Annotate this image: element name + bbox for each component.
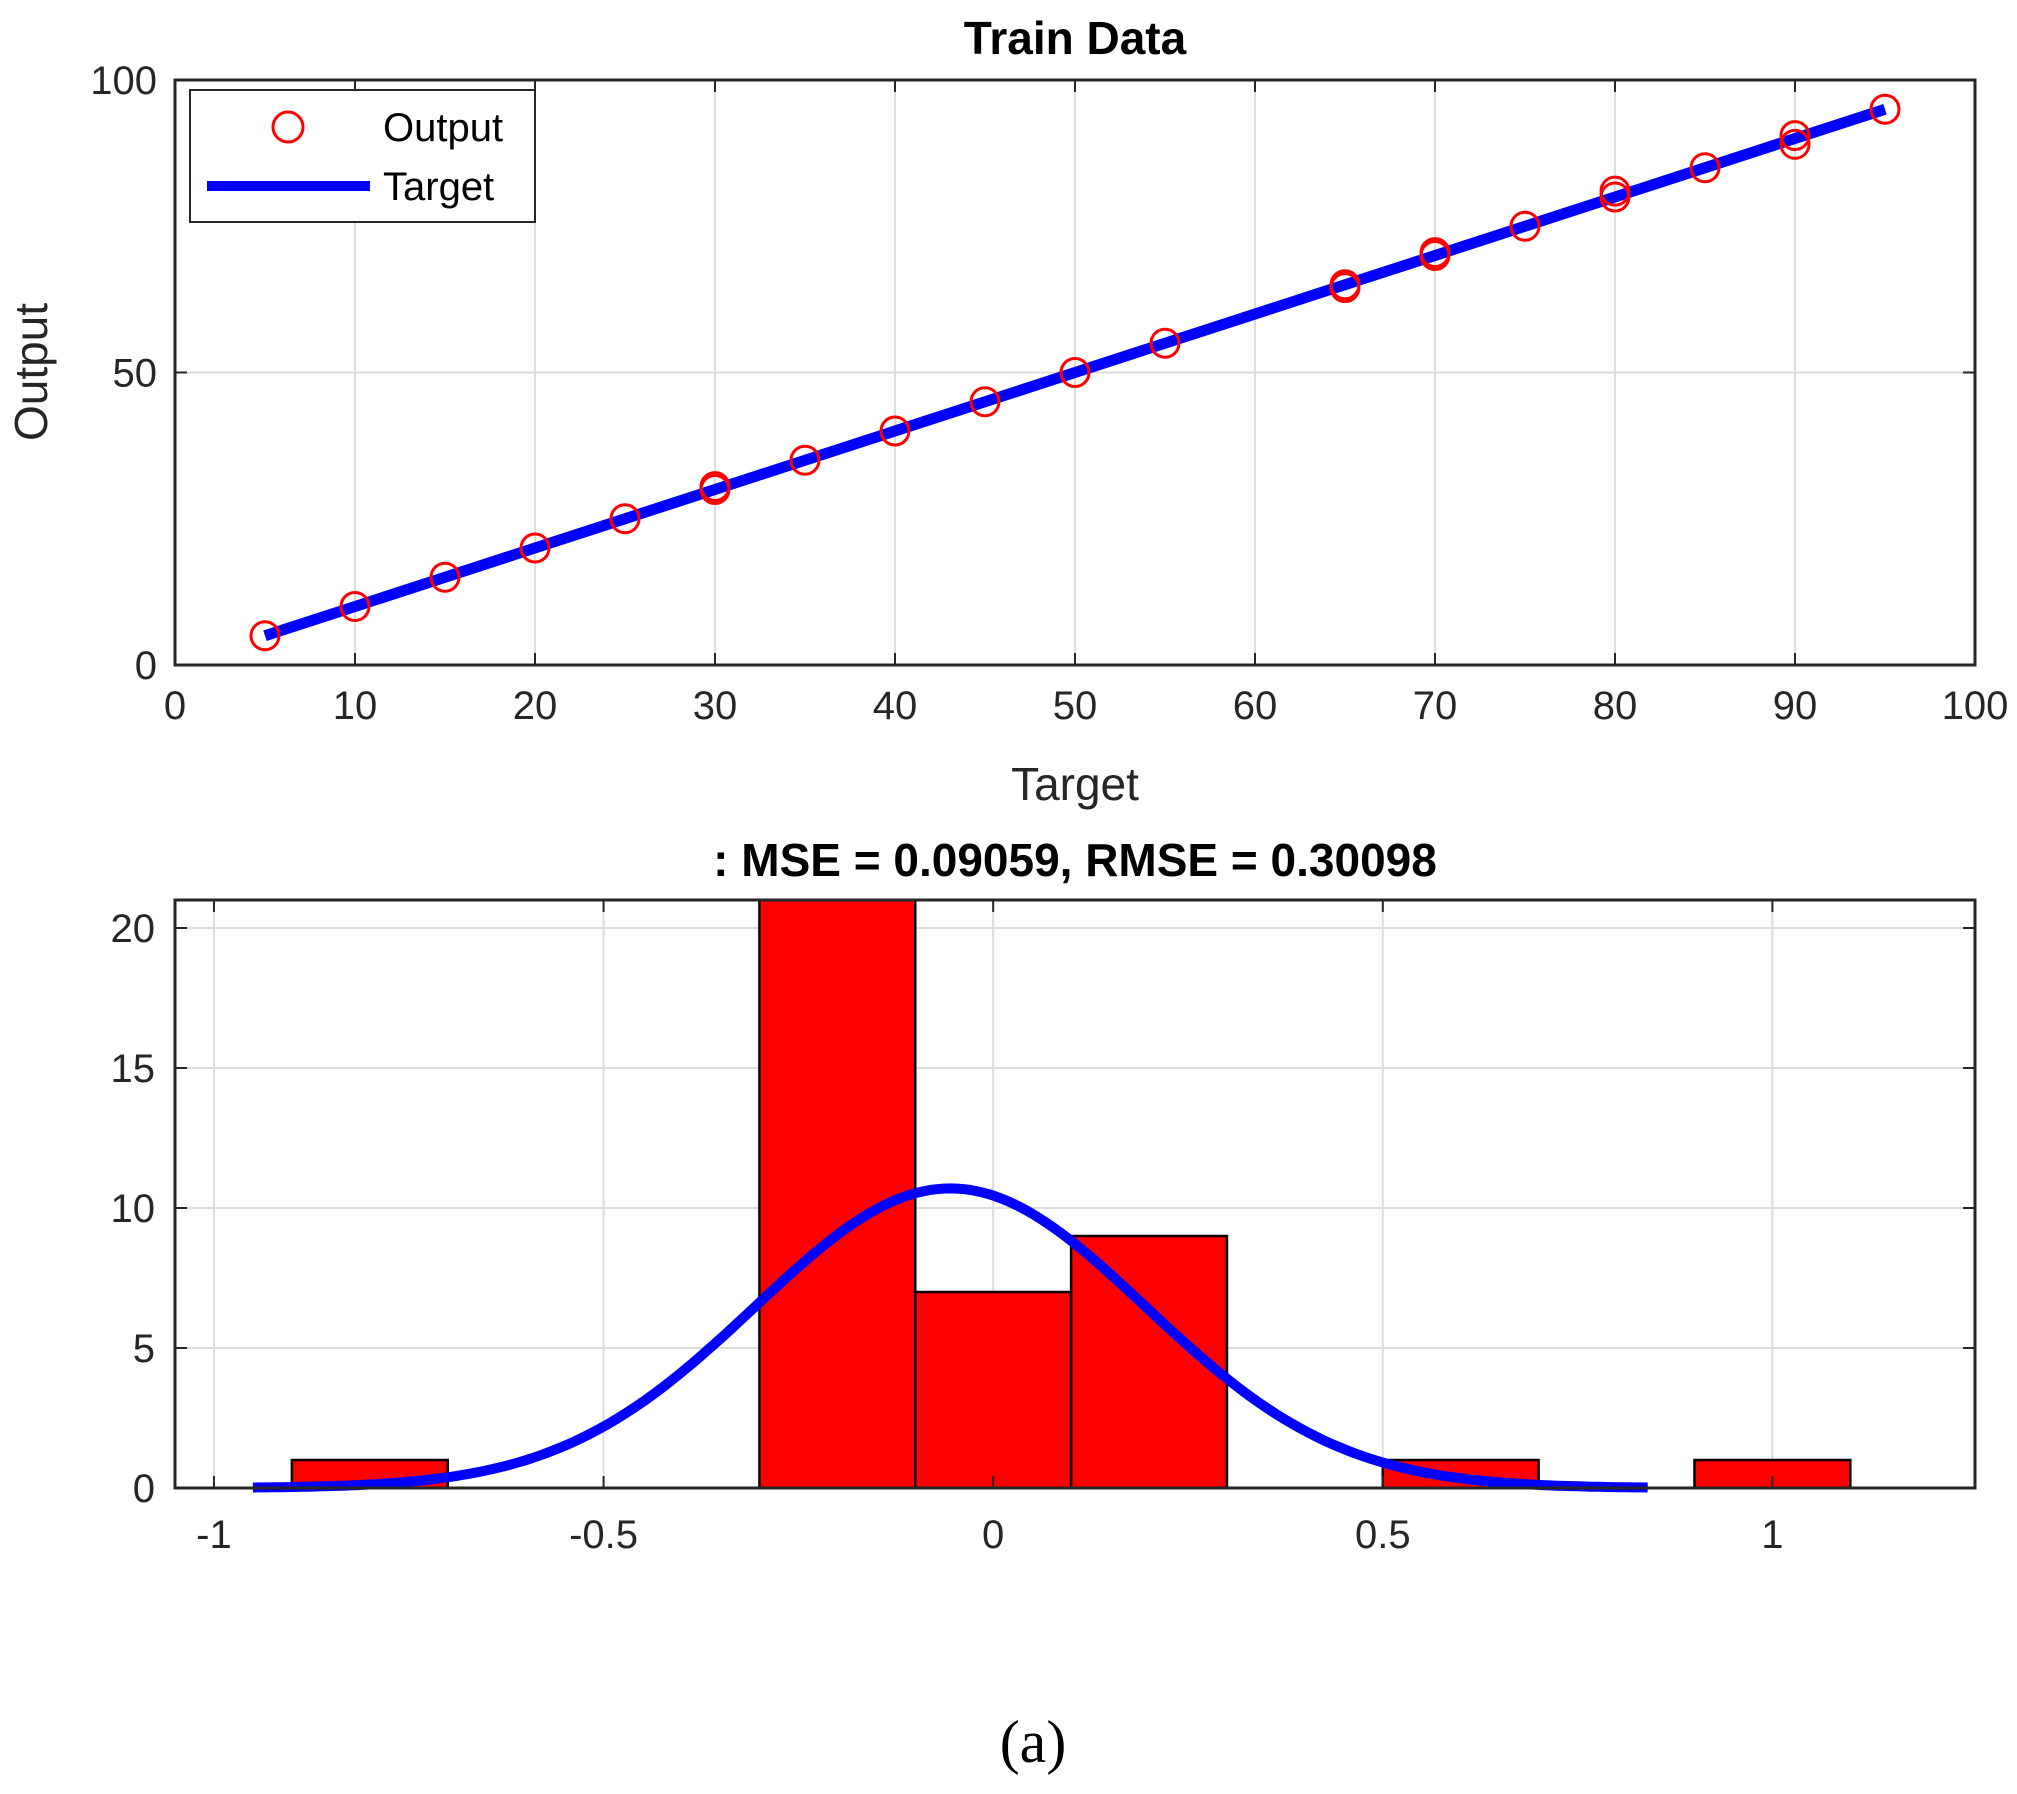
plot1-xtick-label: 20 (513, 684, 558, 728)
output-point (1149, 327, 1181, 359)
plot2-xtick-label: 0.5 (1355, 1513, 1411, 1557)
plot1-ytick-label: 100 (90, 59, 157, 103)
legend-label-target: Target (383, 165, 494, 209)
plot1-xtick-label: 90 (1773, 684, 1818, 728)
plot2-axes-box (173, 898, 1977, 1490)
plot1-xtick-label: 60 (1233, 684, 1278, 728)
plot1-xtick-label: 40 (873, 684, 918, 728)
plot1-xtick-label: 10 (333, 684, 378, 728)
plot1-ytick-label: 0 (135, 644, 157, 688)
output-point (429, 561, 461, 593)
output-point (1869, 93, 1901, 125)
legend-marker-output (271, 110, 305, 144)
output-point (609, 503, 641, 535)
output-point (1599, 175, 1631, 207)
plot1-xtick-label: 80 (1593, 684, 1638, 728)
plot1-xtick-label: 100 (1942, 684, 2009, 728)
plot2-ytick-label: 10 (111, 1187, 156, 1231)
plot2-ytick-label: 15 (111, 1047, 156, 1091)
output-point (789, 444, 821, 476)
output-point (879, 415, 911, 447)
output-point (1509, 210, 1541, 242)
legend-box (189, 89, 536, 223)
output-point (699, 471, 731, 503)
output-point (1059, 357, 1091, 388)
plot2-title: : MSE = 0.09059, RMSE = 0.30098 (713, 834, 1437, 886)
output-point (1329, 269, 1361, 301)
plot1-xtick-label: 30 (693, 684, 738, 728)
legend: Output Target (189, 89, 536, 223)
output-point (1779, 128, 1811, 160)
output-point (339, 591, 371, 622)
output-point (249, 620, 281, 652)
plot1-xtick-label: 70 (1413, 684, 1458, 728)
plot1-title: Train Data (964, 12, 1187, 64)
plot2-xtick-label: 0 (982, 1513, 1004, 1557)
plot1-xlabel: Target (1011, 758, 1139, 810)
plot2-xtick-label: -0.5 (569, 1513, 638, 1557)
plot2-xtick-label: -1 (196, 1513, 232, 1557)
plot1-data (249, 93, 1901, 652)
target-line (263, 104, 1887, 641)
output-point (1689, 152, 1721, 184)
histogram-bar (758, 898, 917, 1490)
figure-caption: (a) (1000, 1709, 1067, 1775)
plot2-ytick-label: 20 (111, 907, 156, 951)
plot1-xtick-label: 50 (1053, 684, 1098, 728)
plot2-data (252, 898, 1852, 1493)
plot2-ytick-label: 5 (133, 1327, 155, 1371)
plot1-ylabel: Output (5, 303, 57, 441)
plot1-ticks: 0 10 20 30 40 50 60 70 80 90 100 0 50 100 (90, 59, 2008, 728)
plot1-xtick-label: 0 (164, 684, 186, 728)
legend-label-output: Output (383, 106, 503, 150)
plot2-ytick-label: 0 (133, 1467, 155, 1511)
histogram-bar (914, 1290, 1073, 1490)
output-point (969, 386, 1001, 418)
output-point (519, 532, 551, 564)
plot1-ytick-label: 50 (113, 352, 158, 396)
normal-fit-curve (252, 1183, 1648, 1493)
output-point (1779, 120, 1811, 152)
output-point (1419, 237, 1451, 269)
plot2-xtick-label: 1 (1761, 1513, 1783, 1557)
